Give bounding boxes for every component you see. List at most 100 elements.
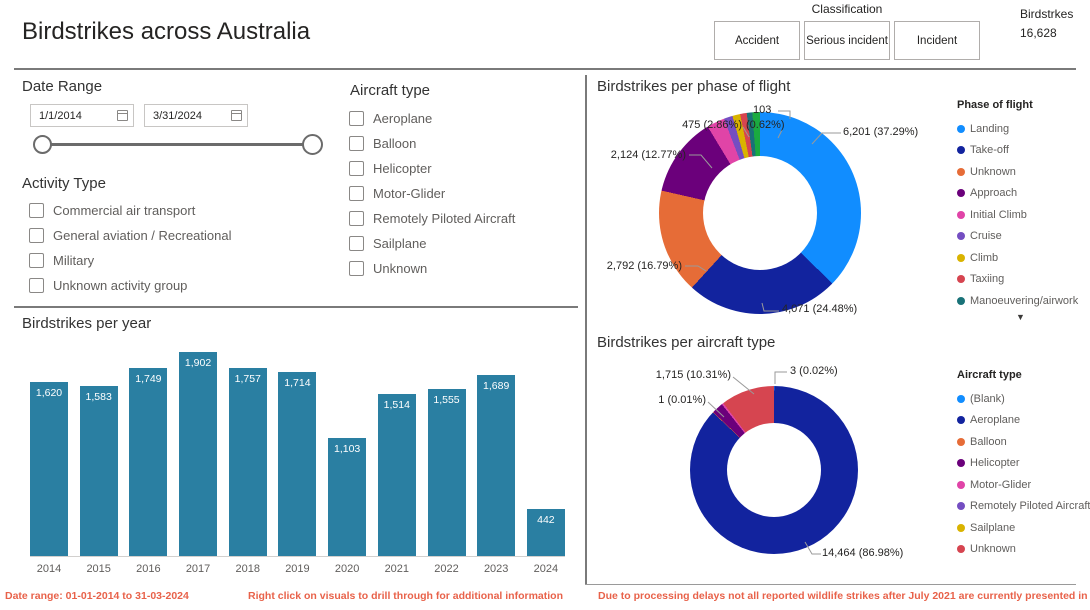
bar-2016[interactable]: 1,749 <box>129 368 168 556</box>
checkbox-icon[interactable] <box>29 278 44 293</box>
checkbox-row[interactable]: Unknown activity group <box>29 273 232 298</box>
callout-blank: 3 (0.02%) <box>790 365 838 377</box>
bar-value-label: 1,103 <box>333 442 361 455</box>
xaxis-label: 2017 <box>185 563 211 575</box>
checkbox-label: Motor-Glider <box>373 186 446 201</box>
legend-label: Taxiing <box>970 273 1005 286</box>
checkbox-row[interactable]: Balloon <box>349 131 515 156</box>
legend-label: Balloon <box>970 435 1007 448</box>
checkbox-row[interactable]: Unknown <box>349 256 515 281</box>
checkbox-icon[interactable] <box>29 228 44 243</box>
legend-label: Take-off <box>970 144 1009 157</box>
aircraft-legend-title: Aircraft type <box>957 369 1022 381</box>
legend-color-dot <box>957 296 965 305</box>
checkbox-label: General aviation / Recreational <box>53 228 232 243</box>
bar-2022[interactable]: 1,555 <box>427 389 466 556</box>
checkbox-row[interactable]: Motor-Glider <box>349 181 515 206</box>
xaxis-label: 2023 <box>483 563 509 575</box>
checkbox-row[interactable]: Aeroplane <box>349 106 515 131</box>
aircraft-type-donut[interactable] <box>690 386 858 554</box>
legend-color-dot <box>957 146 965 155</box>
classification-label: Classification <box>811 2 883 16</box>
legend-item[interactable]: Sailplane <box>957 517 1090 539</box>
bar-2024[interactable]: 442 <box>526 508 565 556</box>
checkbox-row[interactable]: Helicopter <box>349 156 515 181</box>
legend-item[interactable]: Approach <box>957 183 1090 205</box>
checkbox-icon[interactable] <box>29 253 44 268</box>
legend-item[interactable]: Cruise <box>957 226 1090 248</box>
checkbox-icon[interactable] <box>349 211 364 226</box>
serious-incident-button[interactable]: Serious incident <box>804 21 890 60</box>
checkbox-icon[interactable] <box>349 186 364 201</box>
legend-item[interactable]: Balloon <box>957 431 1090 453</box>
legend-item[interactable]: Manoeuvering/airwork <box>957 290 1090 312</box>
callout-takeoff: 4,071 (24.48%) <box>782 303 858 315</box>
per-year-plot: 1,620 1,583 1,749 1,902 1,757 1,714 1,103 1,514… <box>30 352 565 557</box>
callout-motor-glider: 1 (0.01%) <box>658 394 706 406</box>
footer-data-delay-note: Due to processing delays not all reporte… <box>598 590 1090 602</box>
bar-2019[interactable]: 1,714 <box>278 372 317 556</box>
legend-item[interactable]: (Blank) <box>957 388 1090 410</box>
checkbox-icon[interactable] <box>29 203 44 218</box>
legend-item[interactable]: Unknown <box>957 161 1090 183</box>
checkbox-label: Unknown activity group <box>53 278 188 293</box>
date-end-input[interactable] <box>144 104 248 127</box>
bar-2021[interactable]: 1,514 <box>377 393 416 556</box>
legend-item[interactable]: Motor-Glider <box>957 474 1090 496</box>
date-slider-track[interactable] <box>43 143 311 146</box>
checkbox-icon[interactable] <box>349 136 364 151</box>
legend-item[interactable]: Aeroplane <box>957 410 1090 432</box>
bar-2023[interactable]: 1,689 <box>477 374 516 556</box>
date-start-input[interactable] <box>30 104 134 127</box>
checkbox-row[interactable]: General aviation / Recreational <box>29 223 232 248</box>
legend-item[interactable]: Taxiing <box>957 269 1090 291</box>
legend-item[interactable]: Landing <box>957 118 1090 140</box>
bar-value-label: 442 <box>537 513 555 526</box>
bar-value-label: 1,555 <box>433 394 460 407</box>
legend-item[interactable]: Helicopter <box>957 453 1090 475</box>
legend-item[interactable]: Climb <box>957 247 1090 269</box>
checkbox-row[interactable]: Sailplane <box>349 231 515 256</box>
bar-2018[interactable]: 1,757 <box>228 367 267 556</box>
checkbox-icon[interactable] <box>349 111 364 126</box>
legend-item[interactable]: Initial Climb <box>957 204 1090 226</box>
checkbox-label: Unknown <box>373 261 428 276</box>
legend-label: Motor-Glider <box>970 478 1032 491</box>
header-divider <box>14 68 1076 70</box>
date-slider-handle-start[interactable] <box>33 135 52 154</box>
xaxis-label: 2021 <box>384 563 410 575</box>
bar-value-label: 1,583 <box>85 391 112 404</box>
checkbox-row[interactable]: Remotely Piloted Aircraft <box>349 206 515 231</box>
bar-value-label: 1,902 <box>184 357 212 369</box>
bar-2014[interactable]: 1,620 <box>30 382 68 556</box>
callout-unknown-phase: 2,792 (16.79%) <box>606 260 682 272</box>
legend-item[interactable]: Unknown <box>957 539 1090 561</box>
phase-of-flight-donut[interactable] <box>659 112 861 314</box>
bar-value-label: 1,749 <box>135 373 162 386</box>
accident-button[interactable]: Accident <box>714 21 800 60</box>
calendar-icon[interactable] <box>231 110 242 121</box>
calendar-icon[interactable] <box>117 110 128 121</box>
legend-scroll-down-icon[interactable]: ▼ <box>1016 312 1025 322</box>
phase-legend-title: Phase of flight <box>957 99 1033 111</box>
checkbox-icon[interactable] <box>349 261 364 276</box>
classification-buttons: Accident Serious incident Incident <box>714 21 980 60</box>
bar-2020[interactable]: 1,103 <box>328 437 367 556</box>
bar-2017[interactable]: 1,902 <box>179 352 218 556</box>
legend-color-dot <box>957 124 965 133</box>
legend-item[interactable]: Take-off <box>957 140 1090 162</box>
legend-color-dot <box>957 210 965 219</box>
checkbox-row[interactable]: Military <box>29 248 232 273</box>
legend-item[interactable]: Remotely Piloted Aircraft <box>957 496 1090 518</box>
incident-button[interactable]: Incident <box>894 21 980 60</box>
callout-landing: 6,201 (37.29%) <box>843 126 919 138</box>
activity-type-title: Activity Type <box>22 175 106 192</box>
bar-value-label: 1,514 <box>383 398 410 411</box>
legend-label: Aeroplane <box>970 414 1021 427</box>
vertical-divider <box>585 75 587 585</box>
date-slider-handle-end[interactable] <box>302 134 323 155</box>
bar-2015[interactable]: 1,583 <box>79 386 118 556</box>
checkbox-row[interactable]: Commercial air transport <box>29 198 232 223</box>
checkbox-icon[interactable] <box>349 236 364 251</box>
checkbox-icon[interactable] <box>349 161 364 176</box>
